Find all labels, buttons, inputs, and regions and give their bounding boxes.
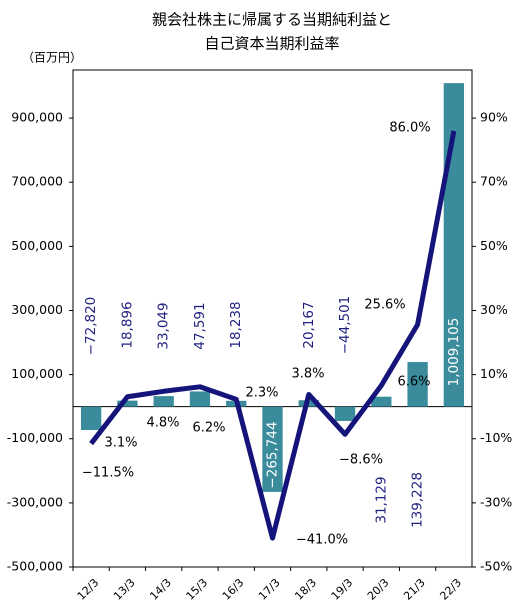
chart-title: 親会社株主に帰属する当期純利益と <box>152 11 392 29</box>
x-tick-label: 18/3 <box>292 576 319 603</box>
bar-value-label: 33,049 <box>156 302 172 349</box>
x-tick-label: 13/3 <box>111 576 138 603</box>
bar <box>80 406 102 431</box>
bar-value-label: 18,238 <box>228 301 244 348</box>
x-tick-label: 21/3 <box>401 576 428 603</box>
line-value-label: −11.5% <box>82 466 134 481</box>
bar-value-label: −265,744 <box>265 421 281 488</box>
line-value-label: −8.6% <box>339 453 383 468</box>
x-tick-label: 16/3 <box>220 576 247 603</box>
x-tick-label: 19/3 <box>329 576 356 603</box>
y2-tick-label: 70% <box>480 174 508 189</box>
y-tick-label: -100,000 <box>7 430 63 445</box>
line-value-label: 3.8% <box>291 367 324 382</box>
y-tick-label: 700,000 <box>11 174 63 189</box>
bar <box>334 406 356 421</box>
x-tick-label: 20/3 <box>365 576 392 603</box>
y-tick-label: 300,000 <box>11 302 63 317</box>
y-tick-label: -500,000 <box>7 559 63 574</box>
bar-value-label: 47,591 <box>192 302 208 349</box>
plot-frame <box>72 69 473 568</box>
bar <box>189 391 211 407</box>
line-value-label: 6.2% <box>192 421 225 436</box>
line-value-label: 3.1% <box>104 436 137 451</box>
line-value-label: −41.0% <box>296 533 348 548</box>
y2-tick-label: 30% <box>480 302 508 317</box>
line-value-label: 86.0% <box>389 121 430 136</box>
y2-tick-label: -30% <box>480 494 512 509</box>
x-tick-label: 17/3 <box>256 576 283 603</box>
line-value-label: 4.8% <box>146 416 179 431</box>
y-tick-label: 500,000 <box>11 238 63 253</box>
y2-tick-label: -10% <box>480 430 512 445</box>
bar-value-label: −44,501 <box>337 296 353 355</box>
bar <box>262 406 283 492</box>
bar-value-label: −72,820 <box>83 297 99 356</box>
y2-tick-label: -50% <box>480 559 512 574</box>
x-tick-label: 22/3 <box>437 576 464 603</box>
y-tick-label: 100,000 <box>11 366 63 381</box>
y-tick-label: 900,000 <box>11 110 63 125</box>
x-tick-label: 15/3 <box>184 576 211 603</box>
x-tick-label: 14/3 <box>147 576 174 603</box>
bar-value-label: 31,129 <box>373 476 389 523</box>
y-unit: （百万円） <box>22 51 82 65</box>
y2-tick-label: 50% <box>480 238 508 253</box>
y2-tick-label: 90% <box>480 110 508 125</box>
line-value-label: 6.6% <box>397 375 430 390</box>
x-tick-label: 12/3 <box>75 576 102 603</box>
bar-value-label: 139,228 <box>410 472 426 528</box>
bar-value-label: 1,009,105 <box>446 318 462 387</box>
bar <box>153 396 174 407</box>
bar-value-label: 18,896 <box>119 301 135 348</box>
y-tick-label: -300,000 <box>7 494 63 509</box>
bar-value-label: 20,167 <box>301 301 317 348</box>
bar <box>117 400 138 407</box>
chart-title: 自己資本当期利益率 <box>204 35 339 53</box>
line-value-label: 25.6% <box>364 298 405 313</box>
bar <box>371 396 392 407</box>
y2-tick-label: 10% <box>480 366 508 381</box>
bar <box>407 362 428 407</box>
line <box>89 130 457 541</box>
line-value-label: 2.3% <box>245 386 278 401</box>
